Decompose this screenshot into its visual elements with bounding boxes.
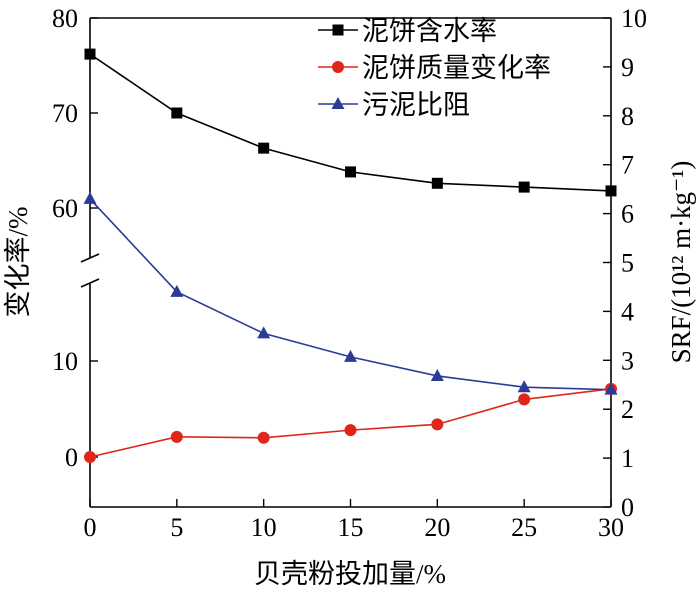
series-line-1	[89, 388, 612, 458]
y-right-tick-label: 0	[621, 493, 634, 522]
data-point-0	[84, 48, 96, 60]
legend-marker	[331, 97, 345, 109]
legend-marker	[332, 24, 344, 36]
y-axis-right-title: SRF/(10¹² m·kg⁻¹)	[666, 161, 696, 364]
data-point-1	[344, 424, 357, 437]
x-tick-label: 0	[84, 513, 97, 542]
data-point-1	[84, 451, 96, 463]
data-point-2	[604, 382, 618, 395]
y-axis-left-title: 变化率/%	[3, 207, 33, 318]
x-tick-label: 5	[170, 513, 183, 542]
data-point-2	[170, 284, 184, 297]
data-point-0	[605, 185, 617, 197]
data-point-1	[257, 431, 270, 444]
data-point-1	[431, 418, 444, 431]
data-point-0	[518, 181, 530, 193]
y-left-tick-label: 70	[52, 99, 78, 128]
x-tick-label: 15	[338, 513, 364, 542]
x-tick-label: 30	[598, 513, 624, 542]
y-right-tick-label: 2	[621, 395, 634, 424]
legend-label: 泥饼含水率	[362, 16, 497, 46]
series-markers	[83, 48, 618, 463]
y-right-tick-label: 1	[621, 444, 634, 473]
legend-label: 泥饼质量变化率	[362, 53, 551, 83]
data-point-0	[258, 142, 270, 154]
axis-break-mark	[80, 253, 100, 263]
y-right-tick-label: 8	[621, 102, 634, 131]
x-axis-title: 贝壳粉投加量/%	[254, 559, 446, 589]
x-tick-label: 20	[424, 513, 450, 542]
y-left-tick-label: 10	[52, 347, 78, 376]
y-left-tick-label: 0	[65, 443, 78, 472]
axis-break-mark	[80, 278, 100, 288]
data-point-0	[171, 107, 183, 119]
x-tick-label: 10	[251, 513, 277, 542]
data-point-2	[430, 368, 444, 381]
data-point-2	[344, 349, 357, 362]
y-right-tick-label: 5	[621, 249, 634, 278]
y-left-tick-label: 60	[52, 194, 78, 223]
data-point-1	[518, 393, 531, 406]
y-right-tick-label: 9	[621, 53, 634, 82]
data-point-0	[345, 166, 356, 178]
data-point-0	[431, 177, 443, 189]
y-right-tick-label: 6	[621, 200, 634, 229]
y-right-tick-label: 10	[621, 4, 647, 33]
data-point-1	[170, 430, 183, 443]
y-left-tick-label: 80	[52, 4, 78, 33]
y-right-tick-label: 3	[621, 346, 634, 375]
legend-marker	[332, 61, 344, 73]
y-right-tick-label: 4	[621, 297, 634, 326]
data-point-2	[83, 191, 97, 204]
series-lines	[89, 53, 612, 458]
x-tick-label: 25	[511, 513, 537, 542]
legend-label: 污泥比阻	[362, 90, 470, 120]
data-point-2	[517, 380, 531, 393]
data-point-2	[257, 326, 271, 339]
y-right-tick-label: 7	[621, 151, 634, 180]
